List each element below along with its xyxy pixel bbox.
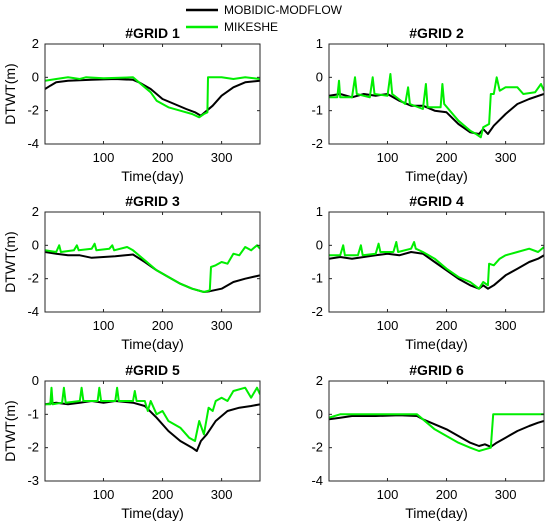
plot-area	[328, 43, 545, 145]
x-axis-label: Time(day)	[121, 336, 184, 352]
y-tick-label: 0	[316, 406, 323, 421]
y-tick-label: 1	[316, 204, 323, 219]
x-tick-label: 100	[377, 487, 399, 502]
y-tick-label: -2	[311, 440, 323, 455]
series-line-mobidic-modflow	[45, 400, 260, 452]
legend-label-mobidic-modflow: MOBIDIC-MODFLOW	[224, 3, 343, 17]
series-line-mikeshe	[45, 76, 260, 119]
x-tick-label: 200	[152, 487, 174, 502]
y-tick-label: -4	[311, 473, 323, 488]
y-tick-label: 1	[316, 36, 323, 51]
chart-title: #GRID 2	[409, 25, 464, 41]
chart-panel-6: 100 200 300 -4 -2 0 2 #GRID 6 Time(day)	[311, 362, 545, 521]
legend: MOBIDIC-MODFLOW MIKESHE	[186, 3, 343, 34]
y-tick-label: -2	[27, 103, 39, 118]
chart-title: #GRID 5	[125, 362, 180, 378]
y-axis-label: DTWT(m)	[2, 63, 18, 124]
y-tick-label: 0	[32, 373, 39, 388]
x-axis-label: Time(day)	[121, 505, 184, 521]
x-tick-label: 300	[211, 318, 233, 333]
y-axis-label: DTWT(m)	[2, 400, 18, 461]
legend-label-mikeshe: MIKESHE	[224, 20, 278, 34]
plot-area	[44, 211, 261, 313]
x-tick-label: 100	[93, 487, 115, 502]
series-line-mobidic-modflow	[45, 251, 260, 293]
y-tick-label: -3	[27, 473, 39, 488]
series-line-mikeshe	[329, 413, 544, 452]
series-line-mikeshe	[329, 73, 544, 139]
y-tick-label: -2	[27, 271, 39, 286]
y-tick-label: 0	[316, 69, 323, 84]
x-tick-label: 300	[495, 150, 517, 165]
x-tick-label: 100	[93, 318, 115, 333]
y-tick-label: -1	[27, 406, 39, 421]
series-line-mobidic-modflow	[45, 78, 260, 117]
y-tick-label: -1	[311, 271, 323, 286]
x-tick-label: 200	[152, 318, 174, 333]
y-axis-label: DTWT(m)	[2, 231, 18, 292]
x-tick-label: 100	[93, 150, 115, 165]
x-axis-label: Time(day)	[405, 505, 468, 521]
x-tick-label: 100	[377, 150, 399, 165]
y-tick-label: -2	[27, 440, 39, 455]
y-tick-label: -1	[311, 103, 323, 118]
x-tick-label: 200	[436, 150, 458, 165]
chart-title: #GRID 4	[409, 193, 464, 209]
y-tick-label: 2	[32, 204, 39, 219]
plot-area	[44, 43, 261, 145]
y-tick-label: 0	[32, 237, 39, 252]
y-tick-label: -4	[27, 136, 39, 151]
x-tick-label: 200	[436, 487, 458, 502]
y-tick-label: -2	[311, 136, 323, 151]
x-axis-label: Time(day)	[121, 168, 184, 184]
chart-panel-3: 100 200 300 -4 -2 0 2 #GRID 3 Time(day) DTWT(m)	[2, 193, 261, 352]
x-tick-label: 100	[377, 318, 399, 333]
chart-panel-2: 100 200 300 -2 -1 0 1 #GRID 2 Time(day)	[311, 25, 545, 184]
series-line-mobidic-modflow	[329, 93, 544, 135]
series-line-mobidic-modflow	[329, 251, 544, 290]
x-tick-label: 200	[436, 318, 458, 333]
x-tick-label: 200	[152, 150, 174, 165]
y-tick-label: 2	[316, 373, 323, 388]
y-tick-label: 2	[32, 36, 39, 51]
chart-panel-4: 100 200 300 -2 -1 0 1 #GRID 4 Time(day)	[311, 193, 545, 352]
x-tick-label: 300	[495, 487, 517, 502]
plot-area	[328, 380, 545, 482]
y-tick-label: 0	[32, 69, 39, 84]
y-tick-label: 0	[316, 237, 323, 252]
x-tick-label: 300	[211, 150, 233, 165]
chart-title: #GRID 1	[125, 25, 180, 41]
series-line-mikeshe	[329, 241, 544, 290]
x-tick-label: 300	[495, 318, 517, 333]
series-line-mikeshe	[45, 242, 260, 293]
panels: 100 200 300-4-202#GRID 1Time(day)DTWT(m)10…	[2, 25, 545, 521]
y-tick-label: -2	[311, 304, 323, 319]
x-axis-label: Time(day)	[405, 336, 468, 352]
chart-panel-5: 100 200 300 -3 -2 -1 0 #GRID 5 Time(day) DTWT(m)	[2, 362, 261, 521]
x-tick-label: 300	[211, 487, 233, 502]
series-line-mikeshe	[45, 386, 260, 442]
plot-area	[44, 380, 261, 482]
x-axis-label: Time(day)	[405, 168, 468, 184]
y-tick-label: -4	[27, 304, 39, 319]
chart-title: #GRID 6	[409, 362, 464, 378]
plot-area	[328, 211, 545, 313]
chart-title: #GRID 3	[125, 193, 180, 209]
chart-panel-1: 100 200 300 -4 -2 0 2 #GRID 1 Time(day) DTWT(m)	[2, 25, 261, 184]
series-line-mobidic-modflow	[329, 414, 544, 448]
